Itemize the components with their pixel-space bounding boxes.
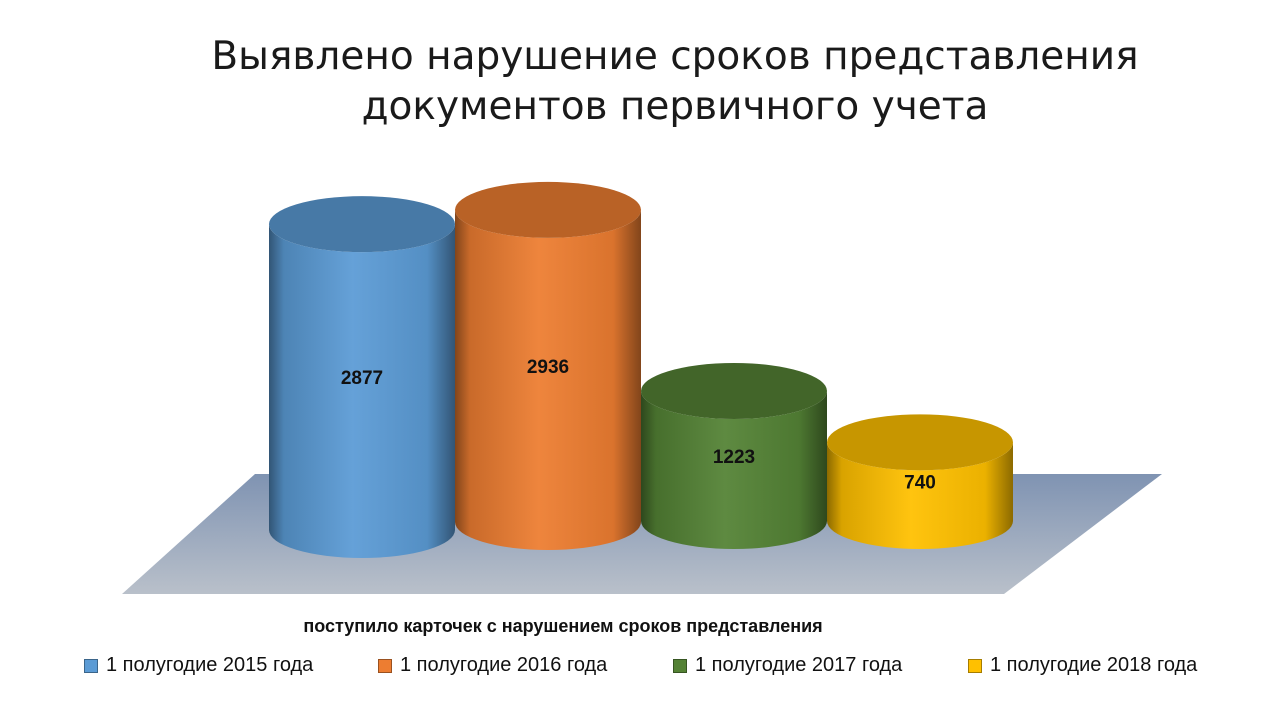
cylinder-bar [641,362,827,549]
chart-title: Выявлено нарушение сроков представления … [0,32,1280,132]
legend-item: 1 полугодие 2016 года [378,654,607,677]
legend-label: 1 полугодие 2015 года [106,654,314,676]
cylinder-top [641,362,827,419]
data-label: 2936 [527,357,569,378]
cylinder-top [827,414,1013,471]
cylinder-body [827,442,1013,549]
cylinder-top [269,196,455,253]
legend-swatch [968,658,982,673]
legend-swatch [84,658,98,673]
cylinder-bar [269,196,455,558]
chart-title-line-1: Выявлено нарушение сроков представления [211,34,1139,79]
cylinder-top [455,181,641,238]
legend-label: 1 полугодие 2017 года [695,654,903,676]
data-label: 740 [904,473,936,494]
chart-title-line-2: документов первичного учета [361,84,989,129]
cylinder-bar [455,181,641,550]
legend-label: 1 полугодие 2016 года [400,654,608,676]
legend-item: 1 полугодие 2015 года [84,654,313,677]
cylinder-body [455,209,641,550]
legend-label: 1 полугодие 2018 года [990,654,1198,676]
legend-item: 1 полугодие 2018 года [968,654,1197,677]
legend-item: 1 полугодие 2017 года [673,654,902,677]
cylinder-body [269,224,455,558]
category-label: поступило карточек с нарушением сроков п… [303,616,822,636]
cylinder-body [641,390,827,549]
data-label: 1223 [713,447,755,468]
cylinder-bar [827,414,1013,549]
legend-swatch [378,658,392,673]
data-label: 2877 [341,368,383,389]
chart-legend: 1 полугодие 2015 года 1 полугодие 2016 го… [0,654,1280,684]
legend-swatch [673,658,687,673]
